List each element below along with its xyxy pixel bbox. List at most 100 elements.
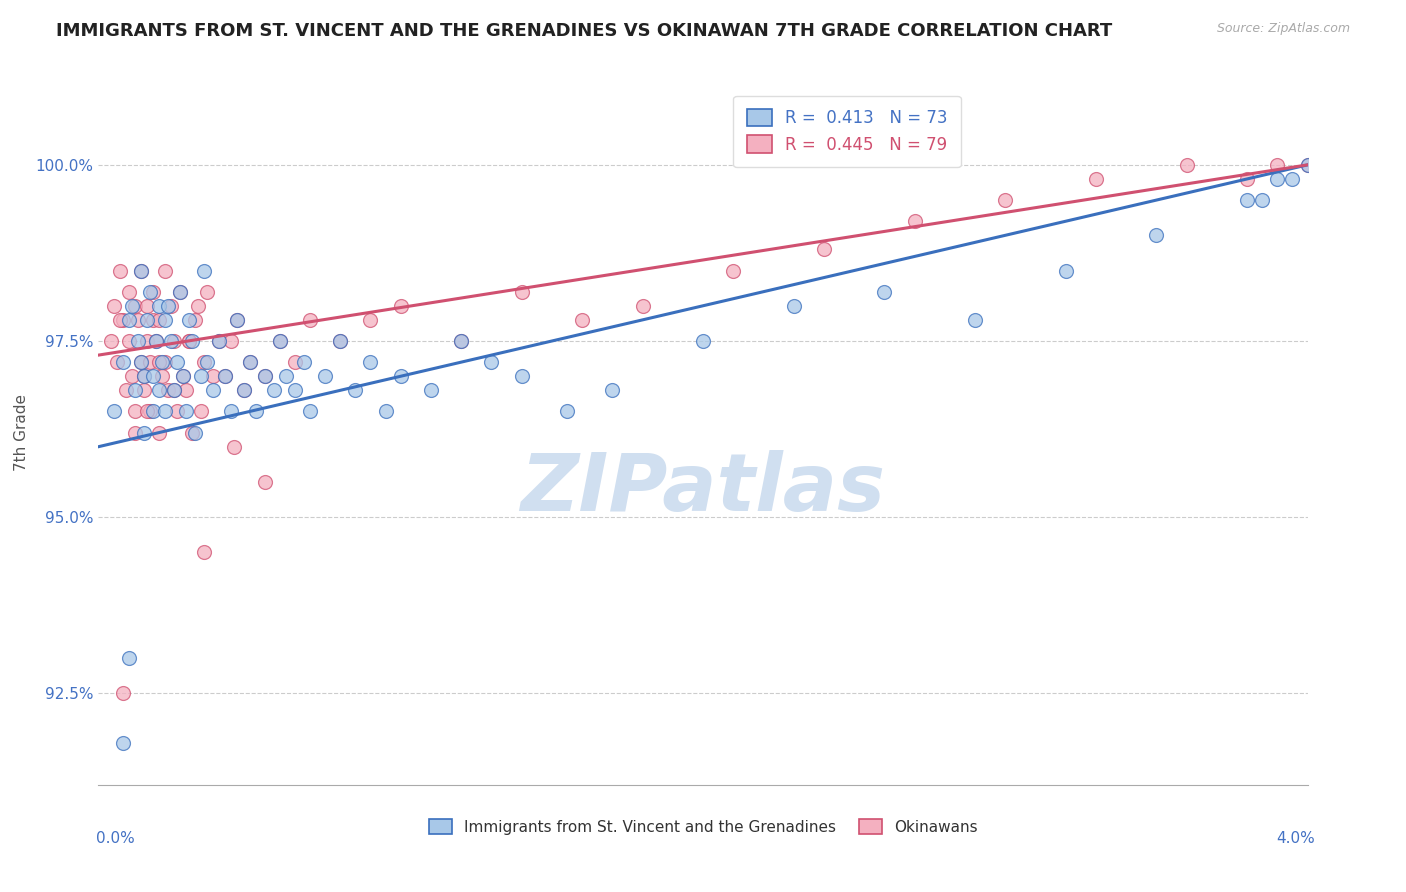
Point xyxy=(314,369,336,384)
Point xyxy=(193,263,215,277)
Point xyxy=(135,404,157,418)
Point xyxy=(202,384,225,398)
Point xyxy=(145,334,167,348)
Point xyxy=(481,355,503,369)
Point xyxy=(571,313,593,327)
Point xyxy=(118,285,141,299)
Point xyxy=(121,369,143,384)
Point xyxy=(100,334,122,348)
Point xyxy=(510,285,533,299)
Point xyxy=(420,384,443,398)
Point xyxy=(129,355,152,369)
Point xyxy=(153,263,176,277)
Point xyxy=(166,404,188,418)
Point xyxy=(214,369,236,384)
Point xyxy=(129,263,152,277)
Point xyxy=(226,313,249,327)
Point xyxy=(1267,158,1289,172)
Point xyxy=(111,355,134,369)
Point xyxy=(148,313,170,327)
Point xyxy=(179,334,201,348)
Text: IMMIGRANTS FROM ST. VINCENT AND THE GRENADINES VS OKINAWAN 7TH GRADE CORRELATION: IMMIGRANTS FROM ST. VINCENT AND THE GREN… xyxy=(56,22,1112,40)
Point xyxy=(174,404,197,418)
Point xyxy=(135,313,157,327)
Point xyxy=(142,313,165,327)
Point xyxy=(284,384,307,398)
Point xyxy=(169,285,191,299)
Point xyxy=(329,334,352,348)
Point xyxy=(208,334,231,348)
Point xyxy=(135,334,157,348)
Point xyxy=(510,369,533,384)
Point xyxy=(1236,193,1258,207)
Point xyxy=(208,334,231,348)
Point xyxy=(782,299,804,313)
Point xyxy=(160,299,183,313)
Point xyxy=(965,313,987,327)
Point xyxy=(193,545,215,559)
Point xyxy=(214,369,236,384)
Point xyxy=(111,686,134,700)
Point xyxy=(111,313,134,327)
Point xyxy=(274,369,297,384)
Point xyxy=(118,313,141,327)
Point xyxy=(142,404,165,418)
Point xyxy=(1267,172,1289,186)
Point xyxy=(124,404,146,418)
Point xyxy=(156,384,179,398)
Point xyxy=(813,243,835,257)
Point xyxy=(129,355,152,369)
Point xyxy=(195,285,218,299)
Point xyxy=(193,355,215,369)
Point xyxy=(344,384,367,398)
Point xyxy=(253,369,276,384)
Point xyxy=(135,299,157,313)
Point xyxy=(292,355,315,369)
Point xyxy=(299,313,322,327)
Point xyxy=(103,404,125,418)
Point xyxy=(269,334,291,348)
Point xyxy=(239,355,262,369)
Point xyxy=(153,404,176,418)
Point xyxy=(124,384,146,398)
Point xyxy=(555,404,578,418)
Point xyxy=(163,384,186,398)
Point xyxy=(118,651,141,665)
Point xyxy=(124,299,146,313)
Point xyxy=(127,334,149,348)
Point xyxy=(114,384,136,398)
Point xyxy=(132,369,155,384)
Point xyxy=(132,369,155,384)
Point xyxy=(132,425,155,440)
Point xyxy=(232,384,254,398)
Text: Source: ZipAtlas.com: Source: ZipAtlas.com xyxy=(1216,22,1350,36)
Point xyxy=(1175,158,1198,172)
Point xyxy=(263,384,285,398)
Point xyxy=(1085,172,1108,186)
Point xyxy=(142,285,165,299)
Point xyxy=(450,334,472,348)
Legend: Immigrants from St. Vincent and the Grenadines, Okinawans: Immigrants from St. Vincent and the Gren… xyxy=(422,813,984,841)
Point xyxy=(389,299,412,313)
Point xyxy=(139,285,162,299)
Point xyxy=(148,355,170,369)
Point xyxy=(150,355,173,369)
Point xyxy=(873,285,896,299)
Point xyxy=(172,369,194,384)
Point xyxy=(169,285,191,299)
Point xyxy=(226,313,249,327)
Point xyxy=(139,404,162,418)
Point xyxy=(602,384,624,398)
Point xyxy=(148,425,170,440)
Point xyxy=(153,355,176,369)
Point xyxy=(1054,263,1077,277)
Point xyxy=(374,404,396,418)
Point xyxy=(160,334,183,348)
Point xyxy=(108,263,131,277)
Point xyxy=(1146,228,1168,243)
Point xyxy=(232,384,254,398)
Point xyxy=(904,214,927,228)
Point xyxy=(108,313,131,327)
Point xyxy=(163,334,186,348)
Point xyxy=(221,334,243,348)
